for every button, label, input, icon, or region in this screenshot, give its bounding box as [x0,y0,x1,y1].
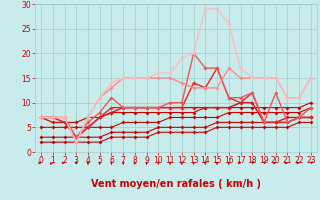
X-axis label: Vent moyen/en rafales ( km/h ): Vent moyen/en rafales ( km/h ) [91,179,261,189]
